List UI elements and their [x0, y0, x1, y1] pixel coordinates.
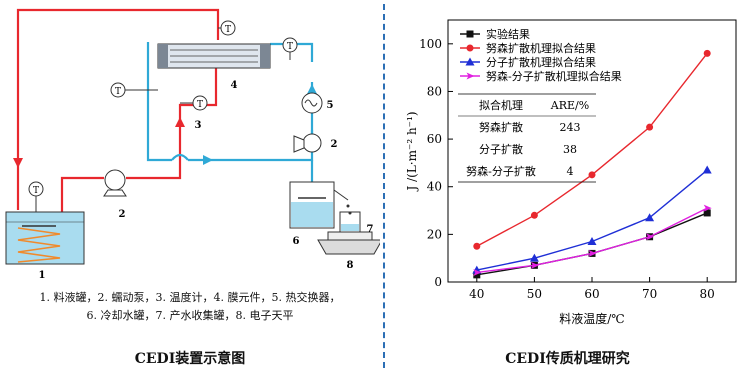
y-tick-label: 60: [427, 132, 442, 146]
legend-marker: [466, 44, 474, 52]
cedi-mechanism-panel: 40 50 60 70 80 0 20 40 60 80 100 料液温度/℃ J /(L·m⁻²…: [388, 0, 747, 372]
y-tick-label: 80: [427, 84, 442, 98]
legend-label: 实验结果: [486, 27, 530, 41]
are-table: 拟合机理 ARE/% 努森扩散 243 分子扩散 38 努森-分子扩散 4: [458, 93, 596, 183]
data-point: [702, 165, 712, 174]
svg-text:T: T: [287, 42, 293, 52]
data-point: [587, 237, 597, 246]
component-number: 7: [367, 224, 374, 235]
table-header-cell: ARE/%: [550, 99, 589, 112]
legend-marker: [466, 72, 475, 80]
legend-label: 分子扩散机理拟合结果: [486, 55, 596, 69]
heat-exchanger: [301, 92, 323, 114]
data-point: [530, 261, 539, 269]
series-4: [473, 204, 712, 276]
legend-line-1: 1. 料液罐，2. 蠕动泵，3. 温度计，4. 膜元件，5. 热交换器，: [39, 291, 341, 304]
component-number: 3: [195, 120, 202, 131]
product-water-tank: [339, 204, 361, 233]
cooling-water-tank: [289, 181, 349, 229]
table-cell: 努森扩散: [479, 120, 523, 134]
table-header-cell: 拟合机理: [479, 98, 523, 112]
electronic-balance: [317, 231, 380, 255]
hot-loop-pipes: [16, 8, 220, 226]
table-cell: 分子扩散: [479, 142, 523, 156]
x-tick-label: 80: [700, 287, 715, 301]
series-3: [472, 165, 712, 274]
table-cell: 243: [560, 121, 581, 134]
flow-arrow-icon: [203, 155, 213, 165]
x-tick-label: 50: [527, 287, 542, 301]
flow-arrow-icon: [307, 84, 317, 94]
legend-label: 努森-分子扩散机理拟合结果: [486, 69, 622, 83]
x-tick-label: 70: [642, 287, 657, 301]
svg-text:T: T: [33, 186, 39, 196]
x-tick-label: 40: [469, 287, 484, 301]
component-number: 2: [331, 139, 338, 150]
peristaltic-pump-icon: [103, 169, 127, 197]
y-axis-label: J /(L·m⁻² h⁻¹): [405, 111, 419, 192]
peristaltic-pump-icon: [293, 133, 322, 153]
thermometer-icon: T: [282, 37, 298, 60]
y-tick-label: 20: [427, 227, 442, 241]
data-point: [646, 233, 655, 241]
table-cell: 努森-分子扩散: [466, 164, 536, 178]
data-point: [473, 268, 482, 276]
y-tick-label: 40: [427, 180, 442, 194]
x-tick-label: 60: [584, 287, 599, 301]
flow-arrow-icon: [13, 158, 23, 168]
flow-arrow-icon: [175, 117, 185, 127]
series-2: [473, 49, 711, 250]
feed-tank: [5, 211, 85, 265]
component-number: 6: [293, 236, 300, 247]
legend-marker: [466, 30, 474, 38]
data-point: [703, 204, 712, 212]
data-point: [588, 171, 596, 179]
right-panel-title: CEDI传质机理研究: [505, 351, 630, 367]
data-point: [703, 49, 711, 57]
data-point: [529, 253, 539, 262]
thermometer-icon: T: [110, 82, 158, 98]
panel-divider: [383, 4, 385, 368]
component-number: 1: [39, 270, 46, 281]
table-cell: 38: [563, 143, 577, 156]
component-number: 4: [231, 80, 238, 91]
cedi-schematic-panel: T T T T T: [5, 8, 380, 367]
data-point: [588, 249, 597, 257]
legend-marker: [465, 57, 475, 66]
data-point: [473, 242, 481, 250]
component-number: 8: [347, 260, 354, 271]
data-point: [645, 213, 655, 222]
cedi-schematic-diagram: T T T T T: [5, 8, 380, 281]
membrane-module: [157, 43, 271, 69]
svg-text:T: T: [197, 100, 203, 110]
thermometer-icon: T: [28, 181, 44, 226]
flux-vs-temperature-chart: 40 50 60 70 80 0 20 40 60 80 100 料液温度/℃ J /(L·m⁻²…: [405, 19, 737, 326]
legend-label: 努森扩散机理拟合结果: [486, 41, 596, 55]
y-tick-label: 0: [434, 275, 442, 289]
y-tick-label: 100: [419, 37, 442, 51]
legend-line-2: 6. 冷却水罐，7. 产水收集罐，8. 电子天平: [86, 309, 294, 322]
svg-text:T: T: [115, 87, 121, 97]
data-point: [646, 123, 654, 131]
svg-text:T: T: [225, 25, 231, 35]
thermometer-icon: T: [180, 95, 208, 111]
component-number: 2: [119, 209, 126, 220]
data-point: [703, 209, 711, 217]
left-panel-title: CEDI装置示意图: [134, 351, 246, 367]
thermometer-icon: T: [218, 20, 236, 36]
data-point: [530, 211, 538, 219]
x-axis-label: 料液温度/℃: [559, 311, 624, 326]
table-cell: 4: [567, 165, 574, 178]
data-point: [473, 271, 481, 279]
component-number: 5: [327, 100, 334, 111]
